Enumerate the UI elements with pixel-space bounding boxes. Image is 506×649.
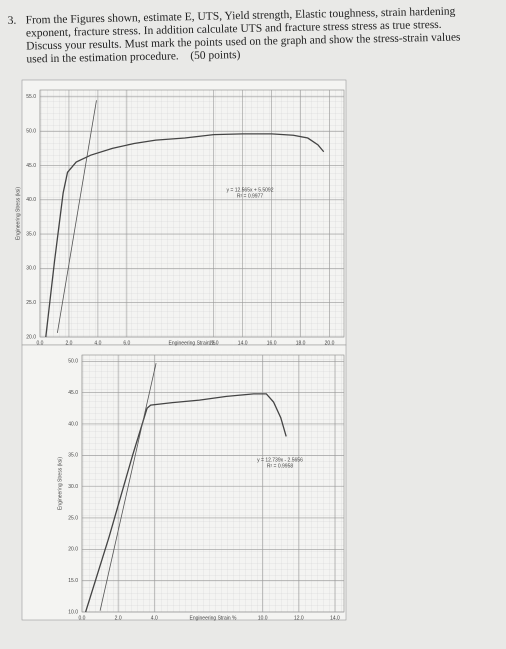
x-tick-label: 4.0 [94, 340, 101, 346]
x-axis-label: Engineering Strain % [190, 615, 238, 621]
y-tick-label: 50.0 [26, 128, 36, 134]
y-tick-label: 40.0 [26, 197, 36, 203]
stress-strain-curve [45, 133, 325, 338]
y-axis-label: Engineering Stress (ksi) [15, 187, 21, 240]
y-tick-label: 30.0 [68, 484, 78, 490]
fit-line [56, 100, 97, 333]
x-tick-label: 6.0 [123, 340, 130, 346]
y-tick-label: 50.0 [68, 359, 78, 365]
fit-annotation: R² = 0.9977 [237, 193, 263, 199]
x-tick-label: 0.0 [37, 340, 44, 346]
minor-grid [81, 354, 345, 613]
x-tick-label: 2.0 [115, 615, 122, 621]
x-tick-label: 14.0 [238, 340, 248, 346]
x-tick-label: 18.0 [296, 340, 306, 346]
y-axis-label: Engineering Stress (ksi) [57, 457, 63, 510]
x-tick-label: 2.0 [65, 340, 72, 346]
y-tick-label: 25.0 [26, 300, 36, 306]
x-tick-label: 0.0 [79, 615, 86, 621]
y-tick-label: 10.0 [68, 609, 78, 615]
fit-annotation: y = 12.565x + 5.5092 [227, 187, 274, 193]
fit-annotation: y = 12.739x - 2.5656 [257, 457, 303, 463]
stress-strain-curve [84, 393, 287, 613]
y-tick-label: 20.0 [68, 547, 78, 553]
minor-grid [39, 89, 345, 338]
y-tick-label: 45.0 [68, 390, 78, 396]
x-tick-label: 12.0 [209, 340, 219, 346]
y-tick-label: 35.0 [68, 453, 78, 459]
x-tick-label: 12.0 [294, 615, 304, 621]
x-tick-label: 20.0 [325, 340, 335, 346]
y-tick-label: 30.0 [26, 266, 36, 272]
y-tick-label: 20.0 [26, 334, 36, 340]
y-tick-label: 15.0 [68, 578, 78, 584]
x-tick-label: 4.0 [151, 615, 158, 621]
y-tick-label: 35.0 [26, 231, 36, 237]
y-tick-label: 45.0 [26, 163, 36, 169]
y-tick-label: 25.0 [68, 515, 78, 521]
x-axis-label: Engineering Strain % [169, 340, 217, 346]
y-tick-label: 40.0 [68, 421, 78, 427]
x-tick-label: 14.0 [330, 615, 340, 621]
fit-line [99, 363, 157, 611]
fit-annotation: R² = 0.9958 [267, 463, 293, 469]
x-tick-label: 16.0 [267, 340, 277, 346]
y-tick-label: 55.0 [26, 94, 36, 100]
x-tick-label: 10.0 [258, 615, 268, 621]
